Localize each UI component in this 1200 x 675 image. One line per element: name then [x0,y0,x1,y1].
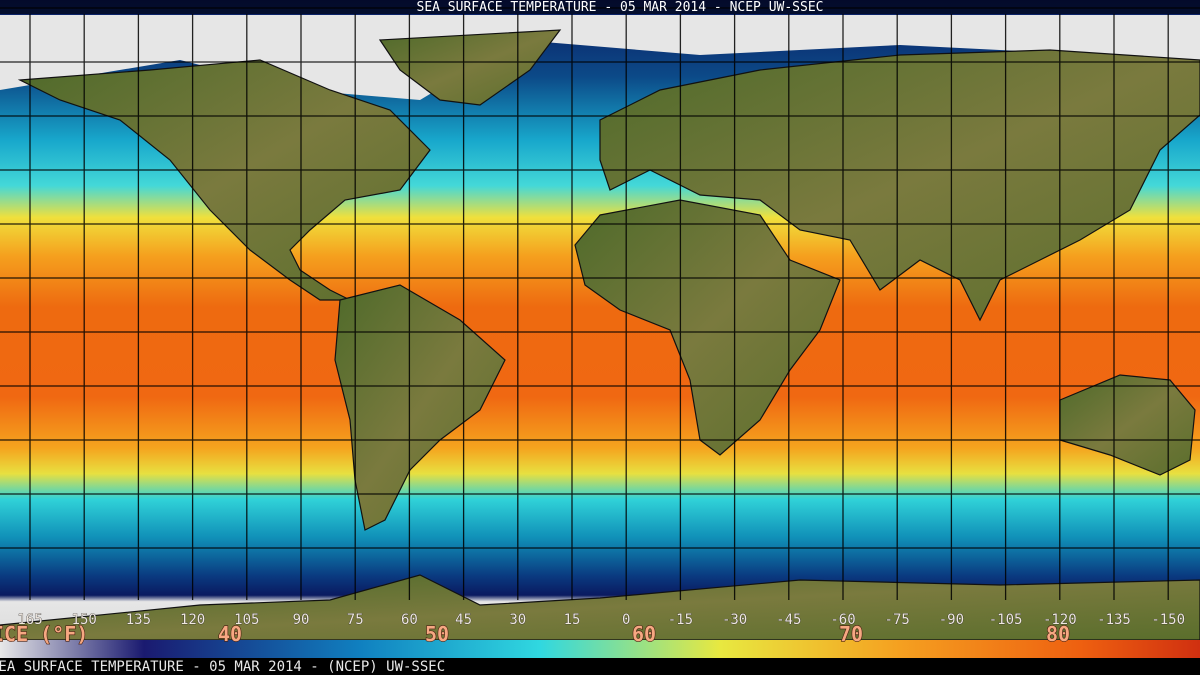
caption: SEA SURFACE TEMPERATURE - 05 MAR 2014 - … [0,659,445,675]
longitude-label: -75 [885,612,910,628]
longitude-label: 150 [72,612,97,628]
graticule [0,7,1200,600]
longitude-label: 60 [401,612,418,628]
longitude-label: -105 [989,612,1023,628]
longitude-label: -135 [1097,612,1131,628]
legend-label: 80 [1046,622,1070,646]
longitude-label: -15 [668,612,693,628]
map-title: SEA SURFACE TEMPERATURE - 05 MAR 2014 - … [417,0,824,15]
longitude-label: 165 [17,612,42,628]
longitude-label: -90 [939,612,964,628]
longitude-label: -60 [830,612,855,628]
longitude-label: 0 [622,612,630,628]
north-america [17,59,431,301]
longitude-label: 15 [564,612,581,628]
legend-label: 40 [218,622,242,646]
longitude-label: -30 [722,612,747,628]
longitude-label: 75 [347,612,364,628]
longitude-label: -120 [1043,612,1077,628]
footer-bar [0,658,1200,675]
africa [574,199,841,456]
legend-label: 60 [632,622,656,646]
longitude-label: 30 [509,612,526,628]
color-scale [0,640,1200,658]
eurasia [599,49,1200,322]
legend-label: 70 [839,622,863,646]
header-bar [0,0,1200,14]
longitude-label: 105 [234,612,259,628]
legend-label: 50 [425,622,449,646]
longitude-label: 120 [180,612,205,628]
longitude-label: -45 [776,612,801,628]
legend-unit: ICE (°F) [0,622,88,646]
longitude-label: 90 [293,612,310,628]
longitude-label: 135 [126,612,151,628]
greenland [378,29,562,106]
longitude-label: 45 [455,612,472,628]
longitude-label: -150 [1151,612,1185,628]
australia [1059,374,1196,476]
